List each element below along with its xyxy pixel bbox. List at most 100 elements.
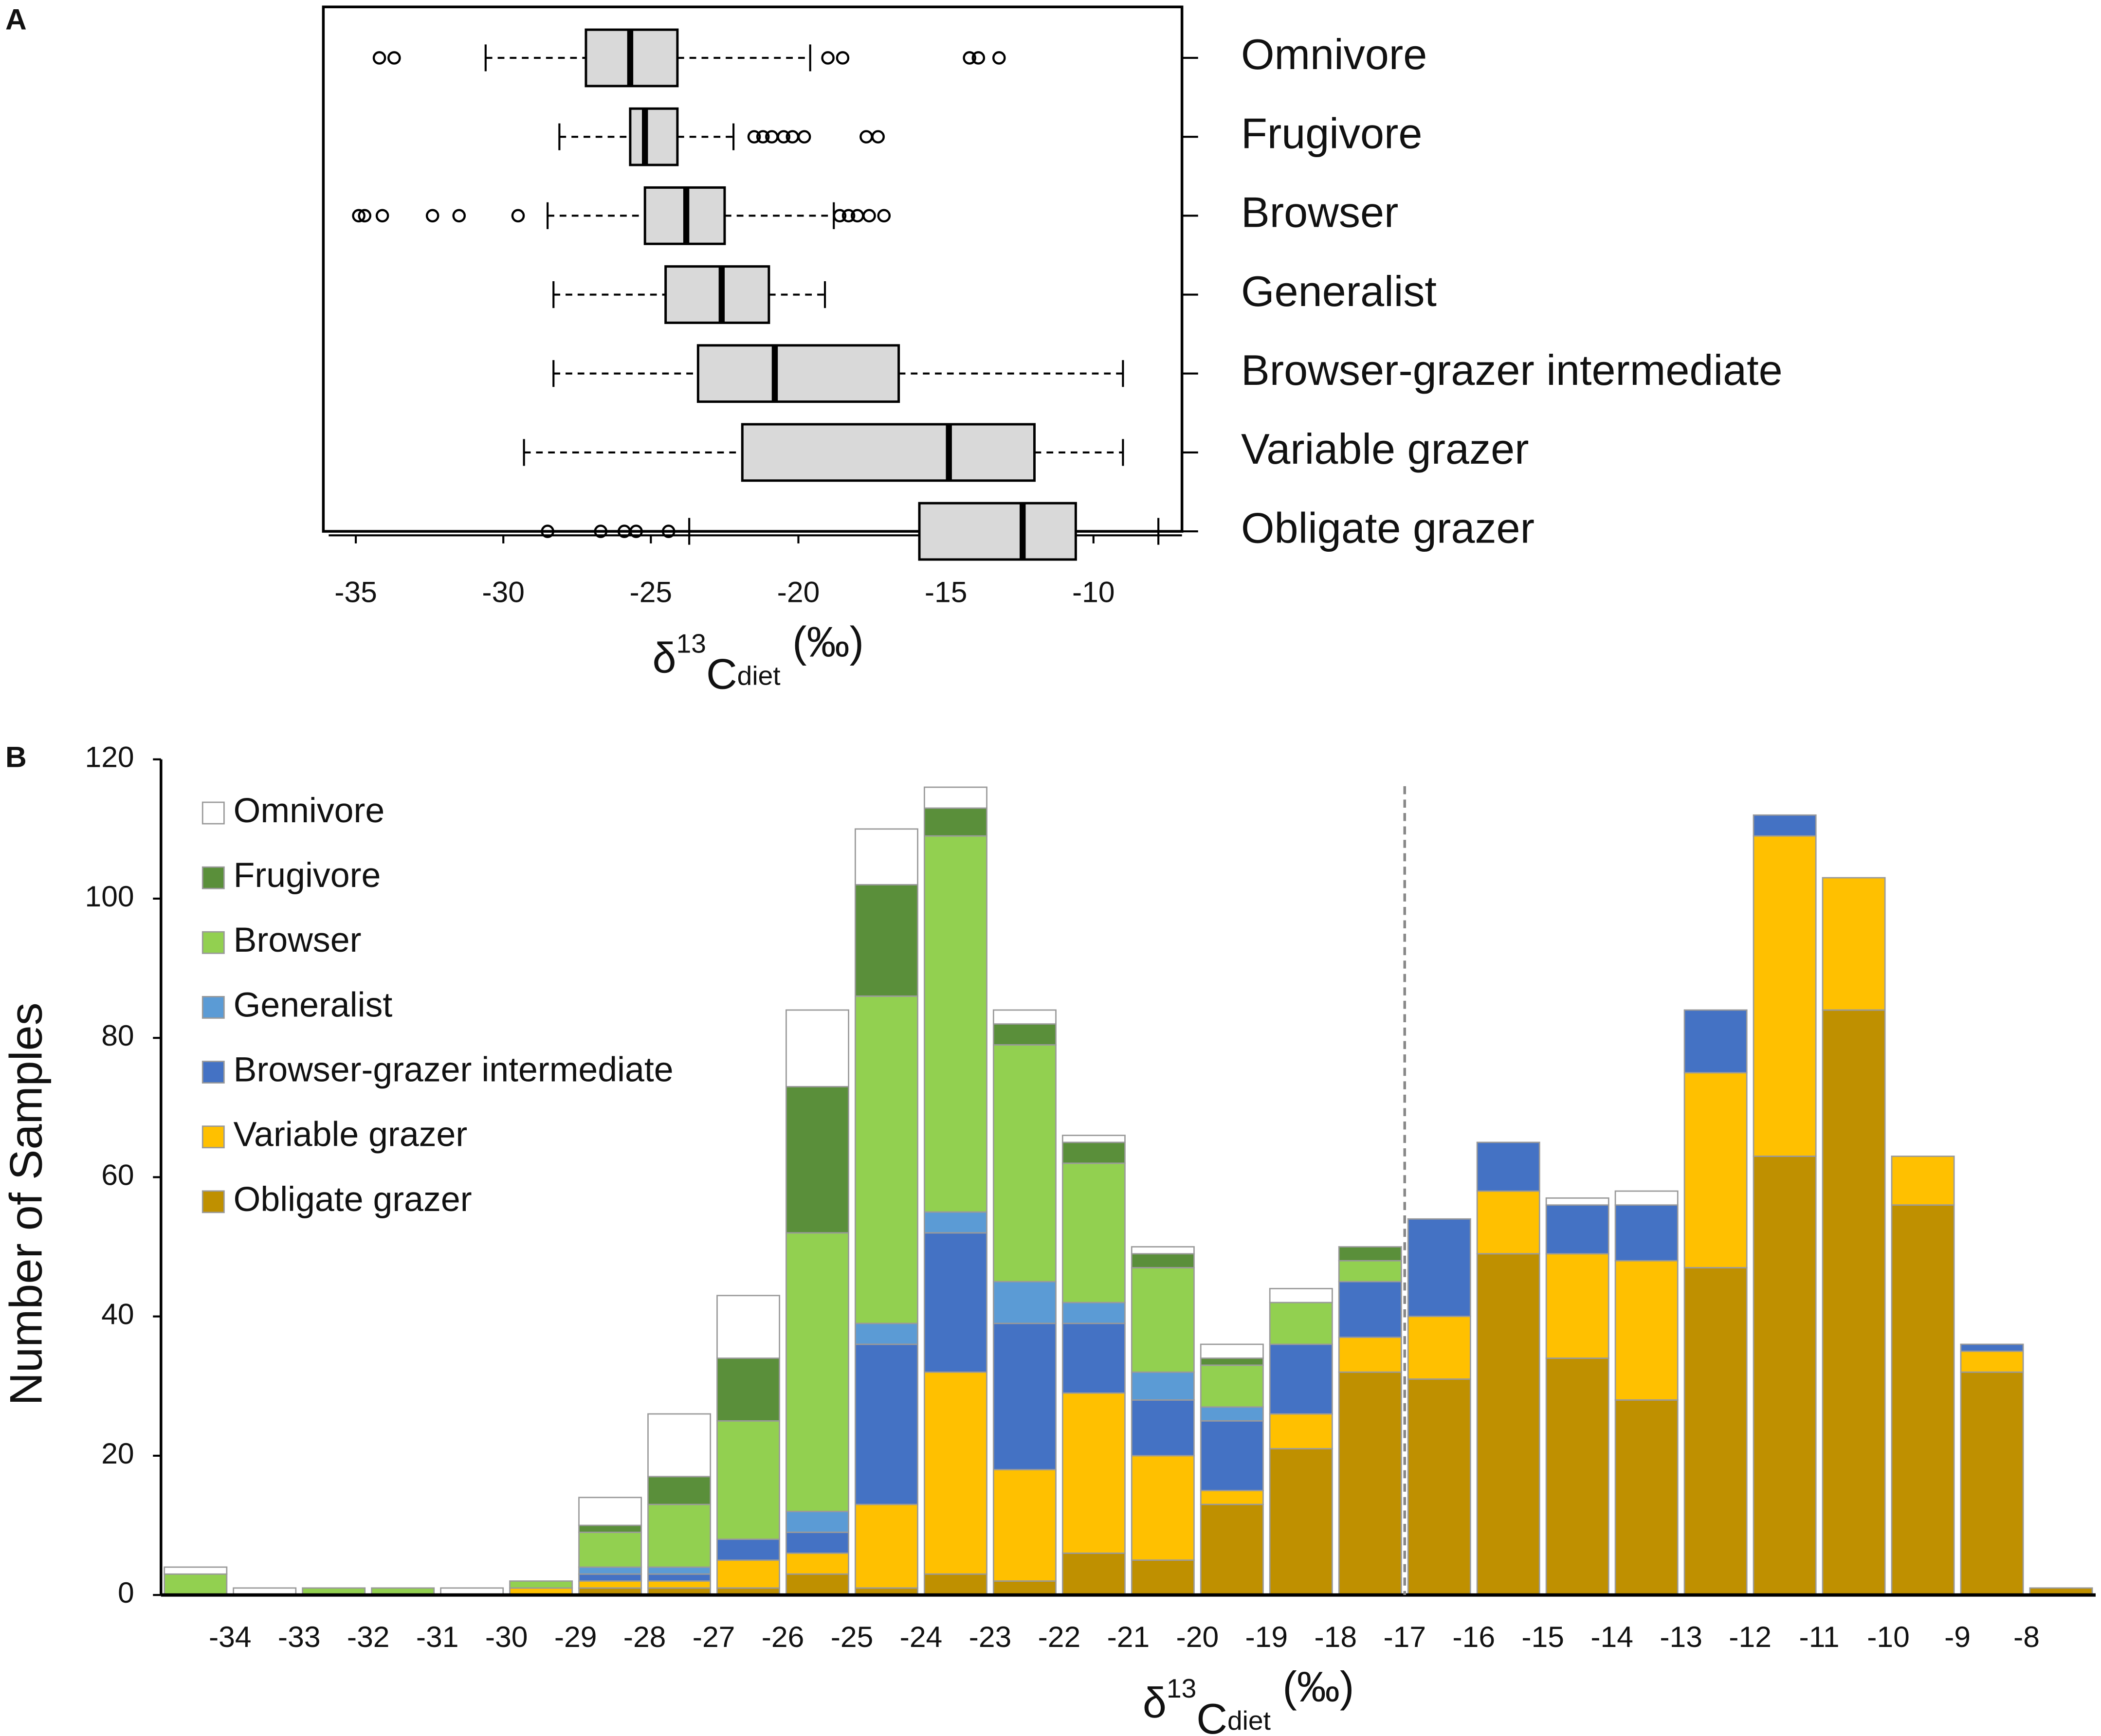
outlier	[452, 209, 466, 223]
bar-segment	[647, 1580, 712, 1589]
bar-segment	[647, 1476, 712, 1505]
outlier	[425, 209, 439, 223]
y-axis-label: Number of Samples	[0, 1002, 51, 1405]
bar-segment	[992, 1580, 1057, 1596]
bar-segment	[1407, 1316, 1471, 1380]
bar-segment	[1683, 1267, 1748, 1596]
bar-segment	[923, 835, 987, 1213]
bar-segment	[716, 1420, 781, 1540]
legend-swatch	[201, 931, 225, 954]
bar-segment	[1960, 1350, 2024, 1373]
y-tick-label: 20	[101, 1437, 134, 1470]
outlier	[511, 209, 525, 223]
bar-segment	[786, 1573, 849, 1596]
bar-segment	[647, 1566, 712, 1575]
bar-segment	[1822, 877, 1886, 1011]
box	[918, 502, 1077, 561]
bar-segment	[1061, 1392, 1126, 1554]
y-tick-label: 120	[85, 741, 134, 774]
x-tick-label: -28	[623, 1620, 666, 1653]
outlier	[747, 130, 761, 144]
bar-segment	[786, 1009, 849, 1087]
bar-segment	[1614, 1260, 1679, 1401]
bar-segment	[1614, 1204, 1679, 1262]
legend-swatch	[201, 866, 225, 889]
category-label: Omnivore	[1241, 30, 1427, 78]
outlier	[756, 130, 770, 144]
x-tick-label: -33	[278, 1620, 321, 1653]
x-axis-label: δ13Cdiet (‰)	[1143, 1663, 1354, 1736]
x-tick-label: -23	[969, 1620, 1012, 1653]
x-tick-label: -8	[2013, 1620, 2040, 1653]
x-tick-label: -25	[831, 1620, 874, 1653]
bar-segment	[509, 1580, 573, 1589]
bar-segment	[1545, 1253, 1609, 1359]
legend-label: Browser	[234, 921, 362, 959]
bar-segment	[992, 1023, 1057, 1046]
bar-segment	[716, 1295, 781, 1359]
bar-segment	[1200, 1490, 1264, 1505]
x-tick-label: -14	[1590, 1620, 1633, 1653]
bar-segment	[1200, 1406, 1264, 1422]
bar-segment	[855, 1343, 918, 1505]
legend-label: Frugivore	[234, 856, 381, 895]
bar-segment	[716, 1538, 781, 1561]
bar-segment	[923, 1573, 987, 1596]
x-tick-label: -19	[1245, 1620, 1288, 1653]
bar-segment	[1131, 1267, 1195, 1373]
bar-segment	[923, 1371, 987, 1575]
outlier	[833, 209, 847, 223]
bar-segment	[1338, 1337, 1402, 1373]
outlier	[963, 51, 976, 65]
x-axis-label-part: (‰)	[1271, 1663, 1354, 1711]
x-tick-label: -20	[777, 576, 820, 609]
bar-segment	[164, 1573, 228, 1596]
legend-swatch	[201, 995, 225, 1019]
bar-segment	[1891, 1156, 1955, 1206]
x-tick-label: -27	[693, 1620, 735, 1653]
bar-segment	[855, 1322, 918, 1345]
bar-segment	[1131, 1455, 1195, 1561]
outlier	[375, 209, 389, 223]
bar-segment	[786, 1531, 849, 1554]
bar-segment	[1200, 1420, 1264, 1491]
bar-segment	[1269, 1302, 1333, 1345]
outlier	[862, 209, 876, 223]
x-axis-label-part: 13	[676, 628, 706, 658]
bar-segment	[786, 1232, 849, 1512]
bar-segment	[786, 1511, 849, 1533]
x-tick-label: -29	[554, 1620, 597, 1653]
outlier	[777, 130, 790, 144]
bar-segment	[1200, 1364, 1264, 1408]
x-tick-label: -17	[1383, 1620, 1426, 1653]
bar-segment	[1960, 1371, 2024, 1596]
legend-label: Omnivore	[234, 791, 385, 830]
bar-segment	[1061, 1322, 1126, 1394]
x-tick-label: -10	[1072, 576, 1115, 609]
bar-segment	[1822, 1009, 1886, 1596]
x-tick-label: -9	[1944, 1620, 1971, 1653]
y-tick-label: 40	[101, 1298, 134, 1331]
bar-segment	[1200, 1503, 1264, 1596]
bar-segment	[1407, 1218, 1471, 1318]
bar-segment	[992, 1009, 1057, 1025]
bar-segment	[786, 1552, 849, 1575]
bar-segment	[992, 1322, 1057, 1470]
x-axis-label-part: δ	[1143, 1679, 1167, 1727]
x-tick-label: -11	[1799, 1620, 1840, 1653]
x-tick-label: -24	[900, 1620, 943, 1653]
bar-segment	[855, 884, 918, 997]
bar-segment	[923, 1232, 987, 1373]
bar-segment	[1269, 1448, 1333, 1596]
bar-segment	[578, 1580, 642, 1589]
bar-segment	[1200, 1343, 1264, 1359]
legend-label: Generalist	[234, 985, 393, 1024]
bar-segment	[1960, 1343, 2024, 1352]
bar-segment	[1683, 1009, 1748, 1074]
bar-segment	[855, 995, 918, 1324]
outlier	[541, 524, 554, 538]
outlier	[352, 209, 365, 223]
x-axis-label-part: diet	[1227, 1705, 1271, 1736]
bar-segment	[1269, 1288, 1333, 1303]
